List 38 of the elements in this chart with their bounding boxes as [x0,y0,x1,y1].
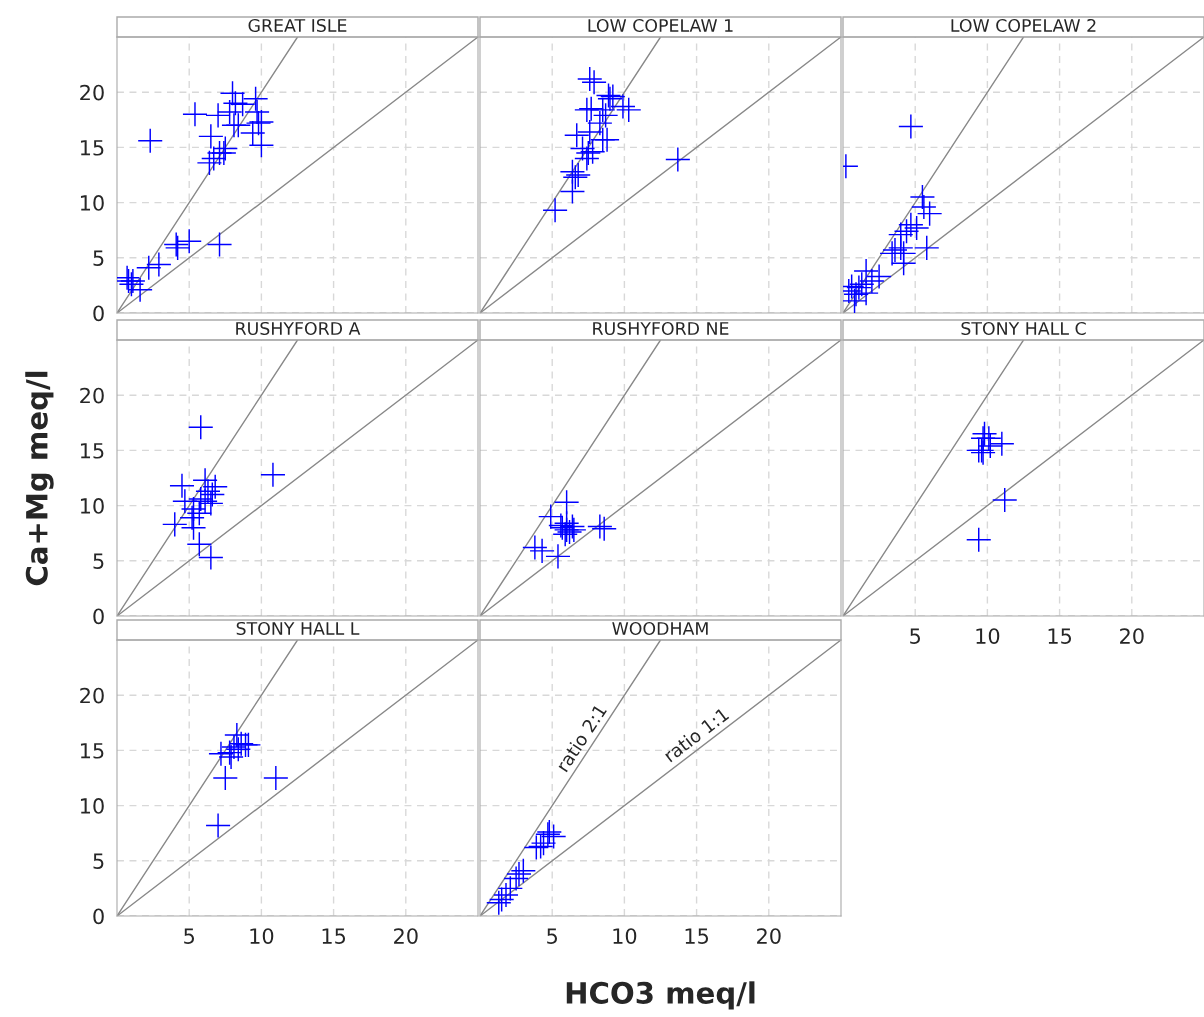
x-tick-label: 20 [1120,628,1144,644]
x-tick-label: 15 [685,928,709,944]
y-tick-label: 20 [80,387,104,404]
chart-title: WOODHAM [612,621,708,636]
y-tick-label: 0 [93,608,104,625]
y-tick-label: 15 [80,743,104,759]
annotation: ratio 1:1 [662,707,730,763]
x-tick-label: 5 [184,928,195,944]
x-tick-label: 5 [910,628,921,644]
y-tick-label: 10 [80,798,104,814]
x-tick-label: 15 [1048,628,1072,644]
y-tick-label: 5 [93,853,104,870]
y-tick-label: 5 [93,553,104,570]
y-tick-label: 20 [80,84,104,101]
x-tick-label: 10 [250,928,274,944]
chart-title: RUSHYFORD NE [593,321,729,336]
y-tick-label: 0 [93,908,104,925]
x-axis-title: HCO3 meq/l [566,981,755,1010]
y-axis-title: Ca+Mg meq/l [25,371,54,586]
y-tick-label: 15 [80,140,104,156]
chart-title: LOW COPELAW 2 [951,18,1096,33]
y-tick-label: 20 [80,687,104,704]
x-tick-label: 20 [394,928,418,944]
y-tick-label: 10 [80,195,104,211]
chart-title: STONY HALL L [236,621,360,636]
y-tick-label: 15 [80,443,104,459]
y-tick-label: 10 [80,498,104,514]
x-tick-label: 10 [613,928,637,944]
chart-title: LOW COPELAW 1 [588,18,733,33]
x-tick-label: 20 [757,928,781,944]
x-tick-label: 10 [976,628,1000,644]
chart-title: GREAT ISLE [248,18,347,33]
chart-title: STONY HALL C [961,321,1086,336]
chart-title: RUSHYFORD A [236,321,361,336]
x-tick-label: 15 [322,928,346,944]
x-tick-label: 5 [547,928,558,944]
y-tick-label: 0 [93,305,104,322]
y-tick-label: 5 [93,250,104,267]
